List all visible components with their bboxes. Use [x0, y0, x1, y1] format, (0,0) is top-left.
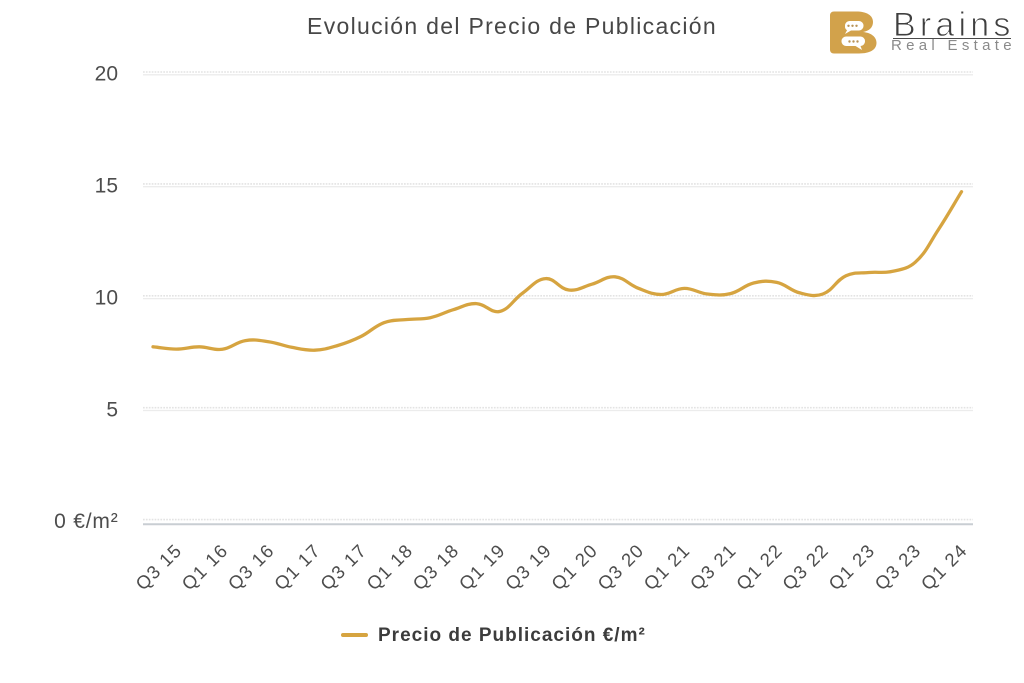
svg-text:Q3 21: Q3 21: [686, 539, 741, 594]
svg-text:10: 10: [95, 286, 118, 309]
svg-text:Q1 24: Q1 24: [917, 539, 972, 594]
svg-text:15: 15: [95, 175, 118, 198]
svg-text:Q1 16: Q1 16: [177, 539, 232, 594]
svg-text:Q1 21: Q1 21: [639, 539, 694, 594]
svg-text:0 €/m²: 0 €/m²: [54, 510, 118, 533]
svg-text:Q3 19: Q3 19: [501, 539, 556, 594]
svg-text:20: 20: [95, 63, 118, 86]
svg-text:Q1 19: Q1 19: [455, 539, 510, 594]
svg-text:Q1 22: Q1 22: [732, 539, 787, 594]
svg-text:Q3 15: Q3 15: [131, 539, 186, 594]
svg-text:Q3 22: Q3 22: [778, 539, 833, 594]
svg-text:5: 5: [106, 398, 118, 421]
svg-text:Q3 20: Q3 20: [593, 539, 648, 594]
svg-text:Q3 16: Q3 16: [224, 539, 279, 594]
svg-text:Q1 23: Q1 23: [824, 539, 879, 594]
svg-text:Q3 18: Q3 18: [408, 539, 463, 594]
svg-text:Q3 23: Q3 23: [870, 539, 925, 594]
svg-text:Q1 20: Q1 20: [547, 539, 602, 594]
svg-text:Q1 17: Q1 17: [270, 539, 325, 594]
svg-text:Q3 17: Q3 17: [316, 539, 371, 594]
svg-text:Q1 18: Q1 18: [362, 539, 417, 594]
